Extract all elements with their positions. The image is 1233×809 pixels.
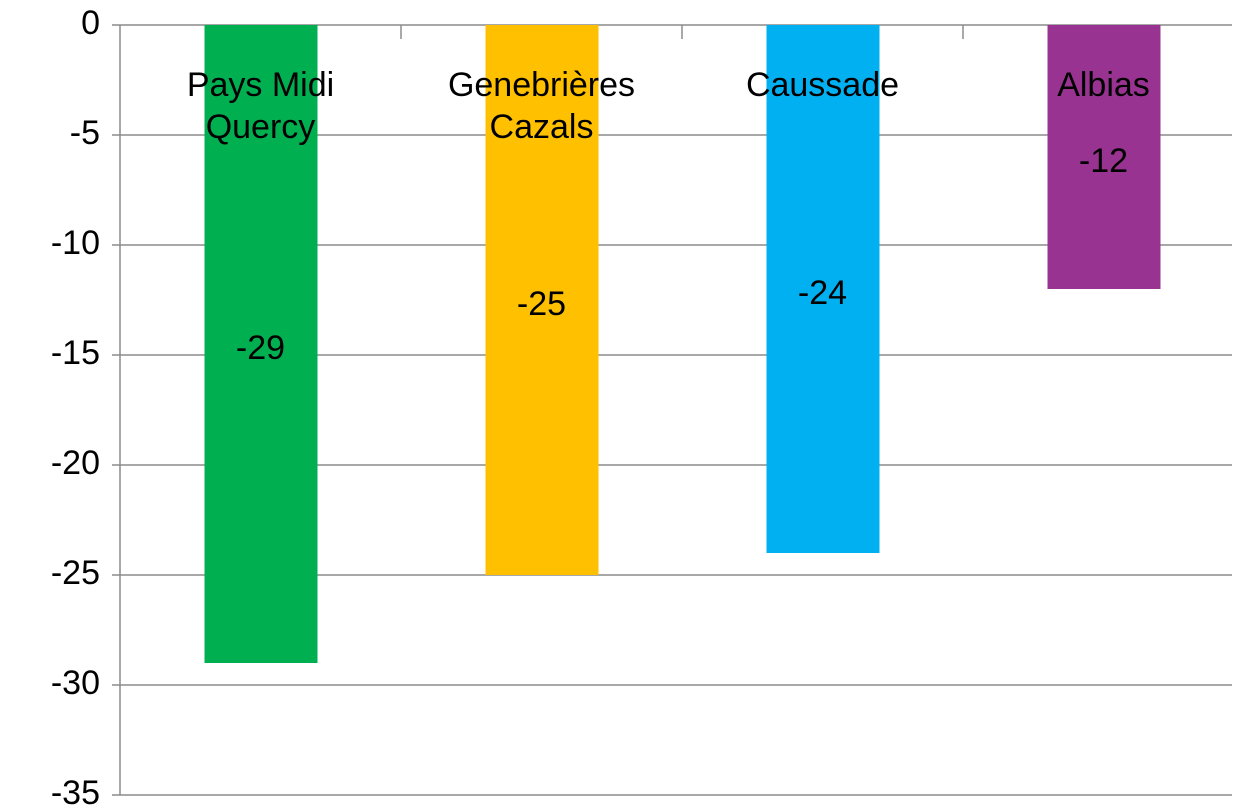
x-tick-label: Genebrières Cazals bbox=[447, 66, 636, 146]
x-tick-label-box: Genebrières Cazals bbox=[447, 66, 636, 146]
x-tick-label-box: Pays Midi Quercy bbox=[186, 66, 335, 146]
x-tick-label-box: Albias bbox=[1057, 66, 1150, 104]
x-tick-label: Caussade bbox=[745, 66, 900, 104]
y-tick-label: -5 bbox=[70, 114, 100, 152]
x-tick-label-box: Caussade bbox=[745, 66, 900, 104]
y-tick-label: -25 bbox=[51, 554, 100, 592]
x-tick-label: Pays Midi Quercy bbox=[186, 66, 335, 146]
y-tick-label: -15 bbox=[51, 334, 100, 372]
value-label: -25 bbox=[517, 285, 566, 323]
value-label: -29 bbox=[236, 329, 285, 367]
y-tick-label: -35 bbox=[51, 774, 100, 809]
value-label: -12 bbox=[1079, 142, 1128, 180]
y-tick-label: -10 bbox=[51, 224, 100, 262]
bar bbox=[485, 25, 599, 575]
y-tick-label: -30 bbox=[51, 664, 100, 702]
x-tick-label: Albias bbox=[1057, 66, 1150, 104]
y-tick-label: -20 bbox=[51, 444, 100, 482]
bar bbox=[204, 25, 318, 663]
y-tick-label: 0 bbox=[81, 4, 100, 42]
value-label: -24 bbox=[798, 274, 847, 312]
bar bbox=[1047, 25, 1161, 289]
bar bbox=[766, 25, 880, 553]
